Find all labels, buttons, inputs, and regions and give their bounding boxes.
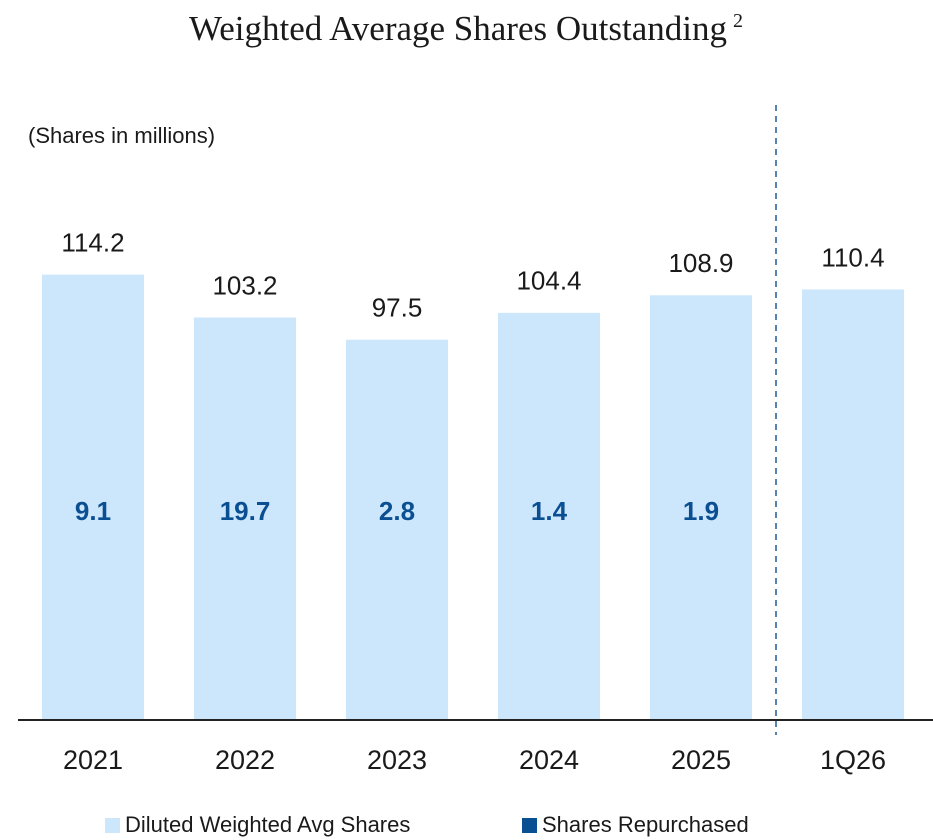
chart-title: Weighted Average Shares Outstanding 2 xyxy=(189,9,743,48)
subtitle: (Shares in millions) xyxy=(28,123,215,148)
legend-swatch xyxy=(522,818,537,833)
legend-label: Shares Repurchased xyxy=(542,812,749,837)
x-tick-label: 1Q26 xyxy=(820,745,886,775)
legend-label: Diluted Weighted Avg Shares xyxy=(125,812,410,837)
bar xyxy=(650,295,752,720)
value-label: 97.5 xyxy=(372,293,423,323)
repurchased-label: 19.7 xyxy=(220,496,271,526)
x-tick-label: 2024 xyxy=(519,745,579,775)
x-tick-label: 2025 xyxy=(671,745,731,775)
x-tick-label: 2023 xyxy=(367,745,427,775)
legend-swatch xyxy=(105,818,120,833)
bar xyxy=(194,317,296,720)
title-note: 2 xyxy=(733,10,743,32)
x-tick-label: 2021 xyxy=(63,745,123,775)
repurchased-label: 2.8 xyxy=(379,496,415,526)
repurchased-label: 1.9 xyxy=(683,496,719,526)
x-tick-label: 2022 xyxy=(215,745,275,775)
title-text: Weighted Average Shares Outstanding xyxy=(189,9,727,48)
value-label: 104.4 xyxy=(516,266,581,296)
value-label: 110.4 xyxy=(821,242,884,272)
value-label: 114.2 xyxy=(61,227,124,257)
repurchased-label: 1.4 xyxy=(531,496,568,526)
bar xyxy=(42,274,144,720)
bar xyxy=(498,312,600,720)
bar xyxy=(346,339,448,720)
value-label: 103.2 xyxy=(212,270,277,300)
repurchased-label: 9.1 xyxy=(75,496,111,526)
value-label: 108.9 xyxy=(668,248,733,278)
bar xyxy=(802,289,904,720)
